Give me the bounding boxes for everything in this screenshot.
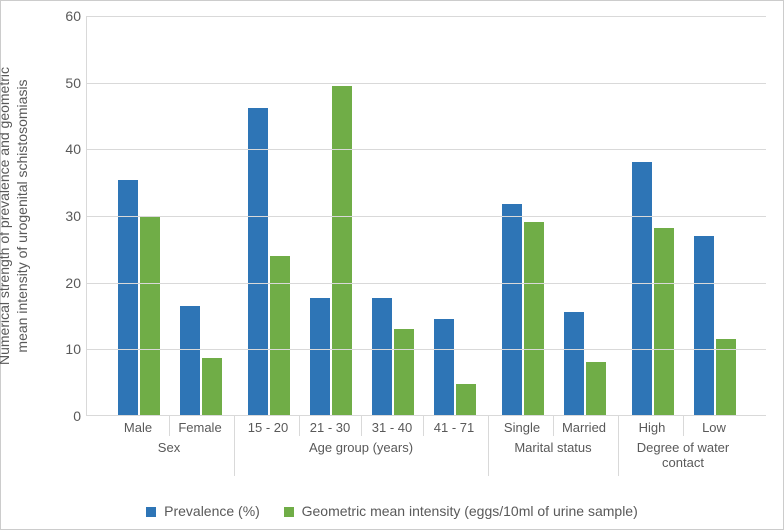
bar [654, 228, 674, 415]
gridline [87, 16, 766, 17]
sub-separator [299, 416, 300, 436]
bar [586, 362, 606, 415]
sub-separator [169, 416, 170, 436]
group-separator [618, 416, 619, 476]
x-group-label: Age group (years) [309, 440, 413, 455]
legend-item-prevalence: Prevalence (%) [146, 503, 260, 519]
gridline [87, 216, 766, 217]
legend-swatch-intensity [284, 507, 294, 517]
bar [332, 86, 352, 415]
bar [632, 162, 652, 415]
y-tick-label: 30 [51, 208, 81, 224]
x-group-label: Degree of water contact [623, 440, 743, 470]
bar [716, 339, 736, 415]
x-group-label: Sex [158, 440, 180, 455]
gridline [87, 149, 766, 150]
legend-swatch-prevalence [146, 507, 156, 517]
bar [140, 217, 160, 415]
x-sub-label: Female [178, 420, 221, 435]
sub-separator [553, 416, 554, 436]
bar [434, 319, 454, 415]
x-sub-label: 21 - 30 [310, 420, 350, 435]
x-sub-label: Married [562, 420, 606, 435]
x-sub-label: 31 - 40 [372, 420, 412, 435]
bar [202, 358, 222, 415]
y-tick-label: 50 [51, 75, 81, 91]
plot-area [86, 16, 766, 416]
x-sub-label: 41 - 71 [434, 420, 474, 435]
sub-separator [683, 416, 684, 436]
legend-item-intensity: Geometric mean intensity (eggs/10ml of u… [284, 503, 638, 519]
bar [248, 108, 268, 415]
sub-separator [423, 416, 424, 436]
group-separator [488, 416, 489, 476]
bar [564, 312, 584, 415]
bar [310, 298, 330, 415]
y-tick-label: 20 [51, 275, 81, 291]
x-sub-label: 15 - 20 [248, 420, 288, 435]
sub-separator [361, 416, 362, 436]
legend-label-intensity: Geometric mean intensity (eggs/10ml of u… [302, 503, 638, 519]
bar [372, 298, 392, 415]
bar [502, 204, 522, 415]
gridline [87, 283, 766, 284]
group-separator [234, 416, 235, 476]
bar [394, 329, 414, 415]
y-tick-label: 0 [51, 408, 81, 424]
y-axis-title: Numerical strength of prevalence and geo… [0, 16, 31, 416]
y-tick-label: 60 [51, 8, 81, 24]
x-group-label: Marital status [514, 440, 591, 455]
bar [180, 306, 200, 415]
x-sub-label: High [639, 420, 666, 435]
legend: Prevalence (%) Geometric mean intensity … [1, 503, 783, 519]
x-sub-label: Male [124, 420, 152, 435]
y-axis-title-line2: mean intensity of urogenital schistosomi… [14, 79, 30, 352]
bar [694, 236, 714, 415]
y-tick-label: 40 [51, 141, 81, 157]
y-tick-label: 10 [51, 341, 81, 357]
bar [270, 256, 290, 415]
y-axis-title-line1: Numerical strength of prevalence and geo… [0, 67, 12, 365]
x-sub-label: Low [702, 420, 726, 435]
gridline [87, 83, 766, 84]
bar [524, 222, 544, 415]
legend-label-prevalence: Prevalence (%) [164, 503, 260, 519]
chart-container: Numerical strength of prevalence and geo… [0, 0, 784, 530]
x-sub-label: Single [504, 420, 540, 435]
gridline [87, 349, 766, 350]
bar [456, 384, 476, 415]
